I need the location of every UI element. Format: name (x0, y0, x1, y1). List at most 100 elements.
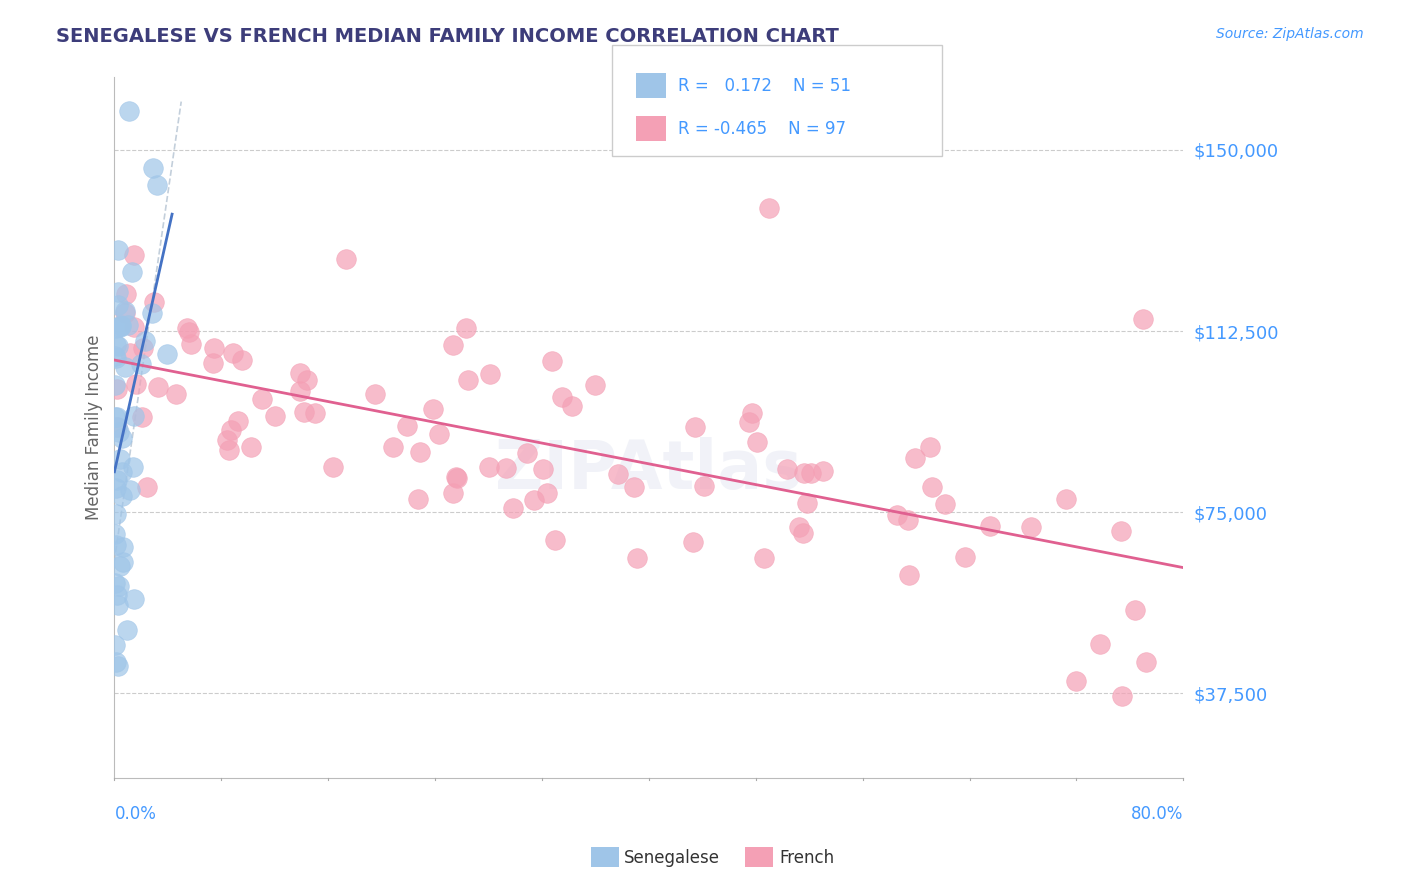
Point (1019, 520, 1042, 534)
Point (364, 386, 387, 401)
Point (125, 377, 148, 392)
Point (682, 535, 704, 549)
Point (897, 568, 920, 582)
Point (441, 338, 464, 352)
Point (921, 479, 943, 493)
Point (523, 493, 546, 508)
Point (441, 486, 464, 500)
Point (747, 434, 769, 449)
Text: 0.0%: 0.0% (114, 805, 156, 823)
Point (107, 298, 129, 312)
Point (117, 318, 139, 332)
Point (165, 386, 187, 401)
Point (897, 512, 920, 526)
Point (142, 161, 165, 175)
Point (219, 423, 242, 437)
Point (202, 355, 225, 369)
Point (409, 444, 432, 458)
Point (105, 382, 128, 396)
Point (104, 575, 127, 590)
Point (516, 446, 538, 460)
Point (107, 598, 129, 612)
Point (422, 402, 444, 417)
Point (626, 550, 648, 565)
Point (107, 659, 129, 673)
Point (1088, 637, 1111, 651)
Point (444, 469, 467, 483)
Text: R =   0.172    N = 51: R = 0.172 N = 51 (678, 77, 851, 95)
Point (142, 295, 165, 310)
Point (741, 406, 763, 420)
Point (738, 415, 761, 429)
Point (110, 465, 132, 479)
Point (478, 367, 501, 381)
Point (122, 592, 145, 607)
Point (263, 409, 285, 423)
Point (124, 248, 146, 262)
Point (176, 321, 198, 335)
Point (536, 486, 558, 500)
Point (800, 467, 823, 481)
Point (108, 425, 131, 439)
Text: ZIPAtlas: ZIPAtlas (495, 437, 803, 503)
Point (239, 440, 262, 454)
Point (104, 321, 127, 335)
Point (108, 319, 131, 334)
Point (108, 579, 131, 593)
Point (1123, 602, 1146, 616)
Point (495, 460, 517, 475)
Point (776, 462, 799, 476)
Point (107, 339, 129, 353)
Point (1066, 674, 1088, 689)
Point (583, 377, 606, 392)
Point (218, 443, 240, 458)
Point (104, 410, 127, 425)
Point (115, 287, 138, 301)
Point (104, 538, 127, 552)
Point (544, 533, 567, 548)
Point (979, 519, 1001, 533)
Point (295, 373, 318, 387)
Point (904, 450, 927, 465)
Point (105, 507, 128, 521)
Point (111, 540, 134, 554)
Point (104, 349, 127, 363)
Point (105, 473, 128, 487)
Point (129, 357, 152, 371)
Point (112, 556, 135, 570)
Point (322, 460, 344, 475)
Point (934, 496, 956, 510)
Point (104, 481, 127, 495)
Point (114, 359, 136, 374)
Point (1109, 524, 1132, 538)
Point (231, 353, 253, 368)
Point (561, 399, 583, 413)
Point (683, 419, 706, 434)
Point (813, 464, 835, 478)
Point (787, 520, 810, 534)
Point (103, 377, 125, 392)
Point (107, 243, 129, 257)
Point (531, 462, 554, 476)
Text: Senegalese: Senegalese (624, 849, 720, 867)
Point (148, 380, 170, 394)
Point (105, 655, 128, 669)
Point (1054, 491, 1077, 506)
Point (693, 478, 716, 492)
Point (792, 526, 814, 541)
Point (551, 390, 574, 404)
Point (228, 414, 250, 428)
Text: R = -0.465    N = 97: R = -0.465 N = 97 (678, 120, 845, 137)
Point (156, 347, 179, 361)
Point (427, 427, 450, 442)
Point (304, 407, 326, 421)
Point (115, 623, 138, 637)
Point (141, 306, 163, 320)
Point (335, 252, 357, 266)
Point (502, 500, 524, 515)
Point (250, 392, 273, 406)
Point (104, 638, 127, 652)
Text: French: French (779, 849, 834, 867)
Point (382, 440, 405, 454)
Point (796, 496, 818, 510)
